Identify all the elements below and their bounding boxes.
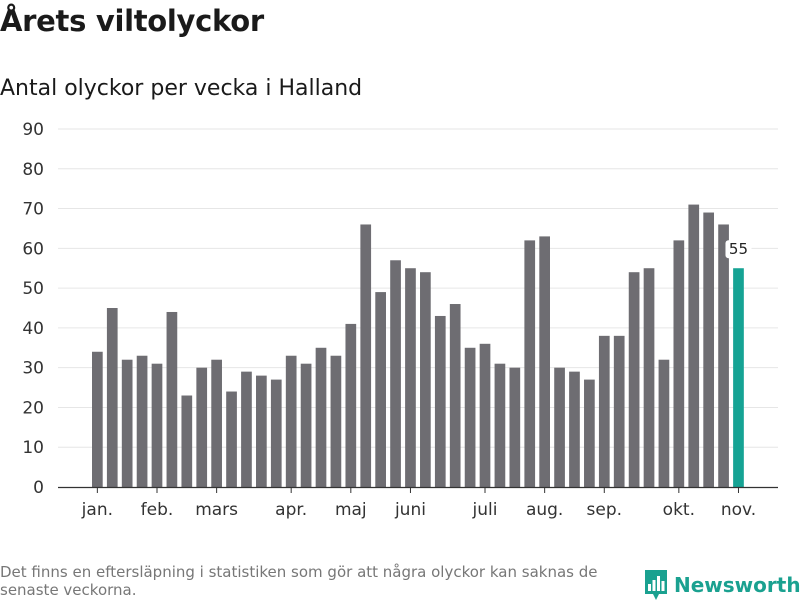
x-tick-label: mars	[195, 500, 238, 520]
bar	[479, 343, 491, 487]
bar	[151, 363, 163, 487]
bar	[494, 363, 506, 487]
bar	[688, 204, 700, 487]
bar	[285, 355, 297, 487]
bar	[106, 308, 118, 487]
bar	[390, 260, 401, 487]
footnote: Det finns en eftersläpning i statistiken…	[0, 563, 598, 599]
bar	[405, 268, 416, 487]
bar	[658, 359, 670, 487]
x-tick-label: sep.	[587, 500, 623, 520]
bar	[718, 224, 729, 487]
bar	[330, 355, 342, 487]
x-tick-label: apr.	[275, 500, 307, 520]
bar	[300, 363, 312, 487]
y-tick-label: 30	[22, 359, 44, 379]
x-tick-label: maj	[335, 500, 367, 520]
x-tick-label: aug.	[526, 500, 563, 520]
bar	[464, 347, 476, 487]
bar	[434, 315, 446, 487]
x-tick-label: okt.	[663, 500, 695, 520]
bar	[509, 367, 521, 487]
bar	[226, 391, 237, 487]
bar	[628, 272, 640, 487]
y-tick-label: 20	[22, 398, 44, 418]
bar	[166, 311, 178, 487]
data-label-background	[725, 240, 752, 259]
bar	[598, 335, 610, 487]
bar	[136, 355, 148, 487]
y-tick-label: 90	[22, 120, 44, 140]
y-tick-label: 60	[22, 239, 44, 259]
bar	[211, 359, 222, 487]
y-tick-label: 80	[22, 160, 44, 180]
y-tick-label: 40	[22, 319, 44, 339]
y-tick-label: 10	[22, 438, 44, 458]
bar	[613, 335, 625, 487]
bar-chart: 0 10 20 30 40 50 60 70 80 90 jan. feb. mars apr. maj ju…	[22, 120, 778, 520]
x-tick-label: jan.	[81, 500, 113, 520]
bar	[539, 236, 550, 487]
data-label: 55	[729, 240, 748, 258]
chart-subtitle: Antal olyckor per vecka i Halland	[0, 76, 363, 101]
bar	[554, 367, 565, 487]
chart-title: Årets viltolyckor	[0, 4, 264, 38]
bar	[449, 304, 461, 487]
bar	[181, 395, 193, 487]
bar	[673, 240, 685, 487]
y-tick-label: 50	[22, 279, 44, 299]
brand-name: Newsworthy	[674, 573, 800, 597]
bar	[569, 371, 580, 487]
bar	[92, 351, 103, 487]
y-tick-label: 70	[22, 200, 44, 220]
x-tick-label: nov.	[721, 500, 756, 520]
x-tick-label: juni	[394, 500, 426, 520]
bar-chart-icon	[645, 570, 667, 600]
bar	[270, 379, 282, 487]
bar	[345, 323, 357, 487]
bar	[703, 212, 715, 487]
bar	[121, 359, 133, 487]
bar-highlight	[733, 268, 744, 487]
bar	[643, 268, 655, 487]
y-tick-label: 0	[33, 478, 44, 498]
bar	[375, 292, 386, 487]
bar	[584, 379, 595, 487]
bar	[256, 375, 267, 487]
bar	[196, 367, 208, 487]
newsworthy-logo[interactable]: Newsworthy	[644, 569, 800, 601]
bar	[420, 272, 431, 487]
bar	[524, 240, 536, 487]
x-tick-label: feb.	[141, 500, 174, 520]
x-tick-label: juli	[472, 500, 498, 520]
bar	[241, 371, 252, 487]
bar	[315, 347, 327, 487]
bar	[360, 224, 372, 487]
